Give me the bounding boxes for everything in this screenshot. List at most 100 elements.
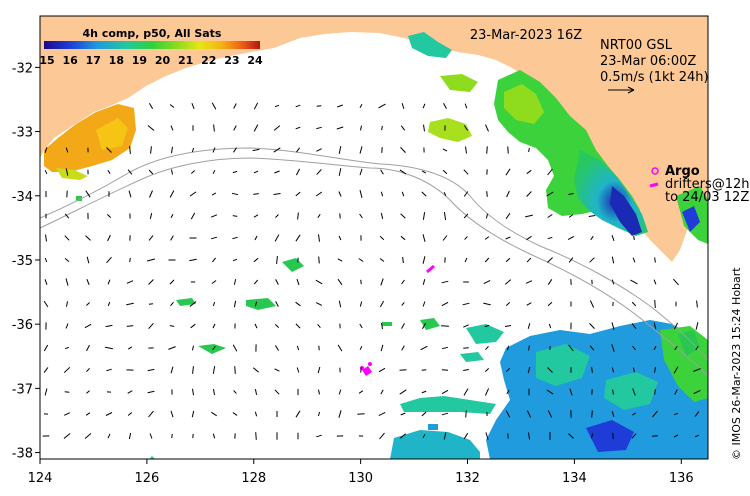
current-vector <box>441 301 449 307</box>
x-axis: 124 126 128 130 132 134 136 <box>28 459 694 486</box>
current-vector <box>632 412 636 416</box>
current-vector <box>84 323 92 329</box>
current-vector <box>401 103 405 109</box>
current-vector <box>233 147 237 153</box>
map-frame <box>39 15 709 460</box>
current-vector <box>190 212 196 220</box>
current-vector <box>171 169 173 175</box>
current-vector <box>213 389 215 395</box>
argo-legend: Argo drifters@12h to 24/03 12Z <box>651 164 750 205</box>
current-vector <box>504 279 512 285</box>
current-vector <box>359 345 363 351</box>
current-vector <box>359 189 363 199</box>
current-vector <box>567 235 575 241</box>
current-vector <box>106 147 112 153</box>
current-vector <box>358 258 364 262</box>
current-vectors <box>42 102 701 440</box>
current-vector <box>168 346 176 350</box>
colorbar-tick-label: 21 <box>178 54 193 67</box>
current-vector <box>463 169 469 175</box>
argo-marker-icon <box>651 167 659 175</box>
current-vector <box>254 235 258 241</box>
current-vector <box>212 345 216 351</box>
current-vector <box>192 388 194 396</box>
current-vector <box>547 214 553 218</box>
y-tick-label: -34 <box>12 190 33 205</box>
current-vector <box>505 302 511 306</box>
x-tick-label: 134 <box>562 471 587 486</box>
current-vector <box>107 169 111 175</box>
current-vector <box>337 104 343 108</box>
current-vector <box>463 388 469 396</box>
current-vector <box>484 257 490 263</box>
current-vector <box>189 258 197 262</box>
current-vector <box>525 280 533 284</box>
current-vector <box>127 169 133 175</box>
current-vector <box>65 323 69 329</box>
product-time: 23-Mar 06:00Z <box>600 54 696 69</box>
current-vector <box>483 279 491 285</box>
current-vector <box>171 146 173 154</box>
current-vector <box>253 124 259 132</box>
current-vector <box>654 367 656 373</box>
current-vector <box>148 103 154 109</box>
current-vector <box>254 301 258 307</box>
current-vector <box>358 390 364 394</box>
current-vector <box>232 258 238 262</box>
current-vector <box>107 433 111 439</box>
current-vector <box>380 212 384 220</box>
current-vector <box>400 125 406 131</box>
current-vector <box>611 410 615 418</box>
current-vector <box>315 279 323 285</box>
current-vector <box>547 301 553 307</box>
current-vector <box>442 235 448 241</box>
current-vector <box>441 280 449 284</box>
current-vector <box>359 146 363 154</box>
current-vector <box>653 279 657 285</box>
current-vector <box>317 323 321 329</box>
current-vector <box>86 279 90 285</box>
colorbar-tick-label: 17 <box>86 54 101 67</box>
current-vector <box>170 213 174 219</box>
current-vector <box>170 410 174 418</box>
current-vector <box>43 367 49 373</box>
current-vector <box>359 168 363 176</box>
current-vector <box>673 434 679 438</box>
current-vector <box>443 432 447 440</box>
current-vector <box>274 368 280 372</box>
current-vector <box>169 279 175 285</box>
current-vector <box>421 322 427 330</box>
current-vector <box>316 434 322 438</box>
current-vector <box>505 257 511 263</box>
current-vector <box>486 146 488 154</box>
current-vector <box>337 278 343 286</box>
current-vector <box>64 235 70 241</box>
current-vector <box>506 389 510 395</box>
current-vector <box>295 234 301 242</box>
current-vector <box>696 300 698 308</box>
current-vector <box>485 124 489 132</box>
current-vector <box>338 235 342 241</box>
current-vector <box>400 213 406 219</box>
current-vector <box>212 257 216 263</box>
current-vector <box>210 214 218 218</box>
current-vector <box>632 257 636 263</box>
current-vector <box>568 257 574 263</box>
colorbar-tick-label: 24 <box>247 54 263 67</box>
current-vector <box>232 236 238 240</box>
current-vector <box>189 191 197 197</box>
current-vector <box>253 193 259 195</box>
current-vector <box>212 301 216 307</box>
current-vector <box>212 147 216 153</box>
current-vector <box>233 103 237 109</box>
current-vector <box>106 214 112 218</box>
current-vector <box>401 279 405 285</box>
current-vector <box>253 279 259 285</box>
current-vector <box>360 279 362 285</box>
current-vector <box>589 323 595 329</box>
current-vector <box>44 279 48 285</box>
current-vector <box>380 278 384 286</box>
current-vector <box>400 412 406 416</box>
x-tick-label: 126 <box>134 471 159 486</box>
current-vector <box>441 389 449 395</box>
